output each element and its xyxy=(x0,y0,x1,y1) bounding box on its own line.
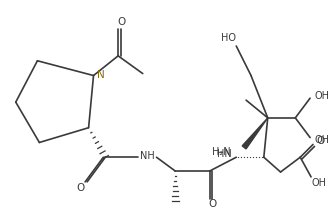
Text: HN: HN xyxy=(217,149,232,159)
Text: O: O xyxy=(317,136,325,145)
Polygon shape xyxy=(242,118,268,149)
Text: O: O xyxy=(209,200,217,210)
Text: OH: OH xyxy=(315,91,329,101)
Text: O: O xyxy=(77,183,85,193)
Text: HO: HO xyxy=(221,33,236,43)
Text: OH: OH xyxy=(315,134,329,145)
Text: NH: NH xyxy=(140,151,155,161)
Text: N: N xyxy=(97,70,105,79)
Text: O: O xyxy=(117,17,125,27)
Text: OH: OH xyxy=(312,178,326,188)
Text: H₂N: H₂N xyxy=(212,147,230,157)
